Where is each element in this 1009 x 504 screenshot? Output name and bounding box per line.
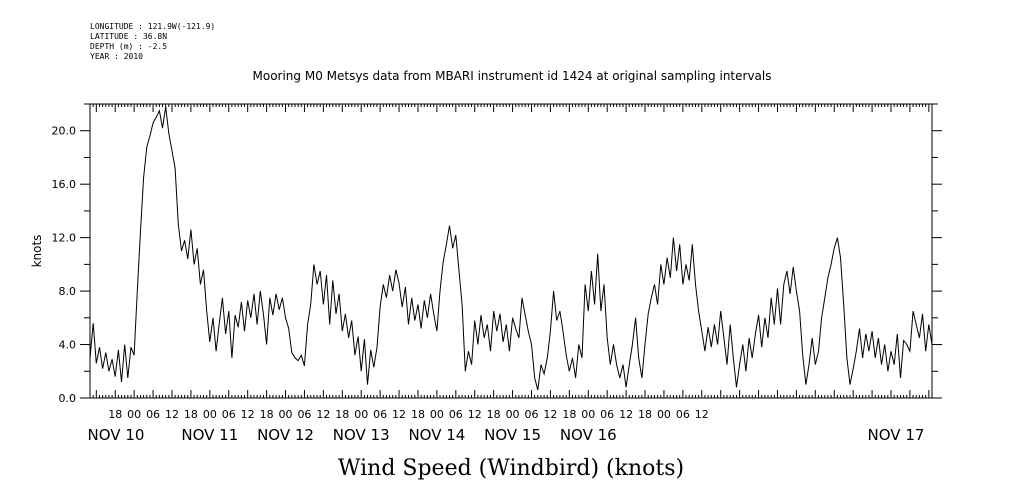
x-hour-label: 06 [524,408,538,421]
x-hour-label: 12 [392,408,406,421]
x-hour-label: 12 [695,408,709,421]
x-hour-label: 12 [619,408,633,421]
x-hour-label: 00 [506,408,520,421]
x-day-label: NOV 17 [868,426,925,444]
y-tick-label: 12.0 [52,232,77,245]
x-hour-label: 12 [316,408,330,421]
x-day-label: NOV 15 [484,426,541,444]
x-hour-label: 06 [146,408,160,421]
x-hour-label: 06 [297,408,311,421]
x-hour-label: 18 [108,408,122,421]
x-hour-label: 12 [241,408,255,421]
wind-speed-line [89,106,933,391]
longitude-label: LONGITUDE : 121.9W(-121.9) [90,22,215,31]
axis-ticks [80,103,942,399]
x-hour-label: 00 [279,408,293,421]
chart-title: Mooring M0 Metsys data from MBARI instru… [253,69,772,83]
x-day-labels: NOV 10 NOV 11 NOV 12 NOV 13 NOV 14 NOV 15 NOV … [88,426,925,444]
y-tick-label: 4.0 [59,339,77,352]
x-hour-label: 00 [203,408,217,421]
x-hour-label: 06 [373,408,387,421]
x-hour-label: 18 [411,408,425,421]
x-hour-label: 18 [487,408,501,421]
x-hour-label: 06 [449,408,463,421]
year-label: YEAR : 2010 [90,52,143,61]
x-day-label: NOV 13 [333,426,390,444]
x-hour-label: 00 [430,408,444,421]
plot-frame [89,103,933,399]
x-hour-label: 18 [335,408,349,421]
x-hour-label: 06 [600,408,614,421]
x-hour-label: 18 [638,408,652,421]
x-hour-label: 00 [581,408,595,421]
y-tick-label: 0.0 [59,392,77,405]
x-hour-label: 00 [354,408,368,421]
y-tick-label: 8.0 [59,285,77,298]
x-day-label: NOV 11 [181,426,238,444]
x-hour-label: 12 [165,408,179,421]
x-hour-label: 18 [260,408,274,421]
x-hour-label: 00 [127,408,141,421]
x-hour-labels: 18 00 06 12 18 00 06 12 18 00 06 12 18 00 06 12 18 00 06 12… [108,408,709,421]
x-day-label: NOV 14 [408,426,465,444]
x-day-label: NOV 16 [560,426,617,444]
y-tick-labels: 0.0 4.0 8.0 12.0 16.0 20.0 [52,125,77,405]
x-hour-label: 12 [468,408,482,421]
x-hour-label: 18 [562,408,576,421]
y-tick-label: 16.0 [52,178,77,191]
x-hour-label: 06 [222,408,236,421]
y-axis-label: knots [30,235,44,268]
depth-label: DEPTH (m) : -2.5 [90,42,167,51]
y-tick-label: 20.0 [52,125,77,138]
x-hour-label: 00 [657,408,671,421]
x-day-label: NOV 12 [257,426,314,444]
x-hour-label: 12 [543,408,557,421]
x-hour-label: 18 [184,408,198,421]
latitude-label: LATITUDE : 36.8N [90,32,167,41]
x-hour-label: 06 [676,408,690,421]
x-axis-label: Wind Speed (Windbird) (knots) [338,456,684,481]
x-day-label: NOV 10 [88,426,145,444]
